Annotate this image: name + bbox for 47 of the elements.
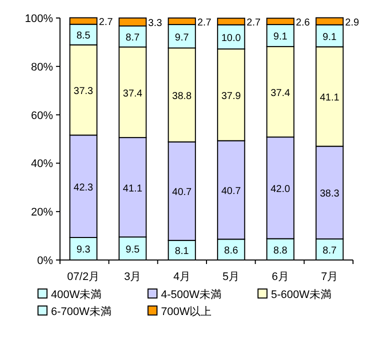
x-tick-label: 4月 <box>173 271 190 283</box>
data-label: 2.7 <box>246 18 262 29</box>
data-label: 37.3 <box>74 86 94 97</box>
y-tick-label: 0% <box>37 255 54 267</box>
data-label: 41.1 <box>122 183 143 194</box>
legend-label: 6-700W未満 <box>51 305 112 318</box>
data-label: 8.8 <box>273 245 288 256</box>
x-tick-label: 6月 <box>272 271 289 283</box>
x-tick-label: 7月 <box>321 271 338 283</box>
data-label: 38.3 <box>320 188 340 200</box>
data-label: 10.0 <box>221 32 242 44</box>
x-tick-label: 5月 <box>222 271 240 283</box>
data-label: 2.7 <box>98 17 114 28</box>
legend-label: 700W以上 <box>161 305 212 318</box>
y-tick-label: 100% <box>24 13 54 25</box>
data-label: 2.6 <box>296 17 310 28</box>
y-tick-label: 80% <box>30 61 54 74</box>
legend-label: 4-500W未満 <box>161 288 222 301</box>
data-label: 37.4 <box>270 88 291 99</box>
data-label: 40.7 <box>221 186 242 197</box>
data-label: 38.8 <box>172 90 192 102</box>
x-tick-label: 3月 <box>124 271 142 283</box>
data-label: 9.1 <box>322 32 337 43</box>
data-label: 9.7 <box>174 32 190 44</box>
data-label: 37.9 <box>221 90 242 102</box>
data-label: 41.1 <box>320 92 340 104</box>
data-label: 9.1 <box>273 32 288 43</box>
y-tick-label: 20% <box>30 206 54 219</box>
data-label: 40.7 <box>172 187 192 198</box>
data-label: 9.3 <box>76 244 91 256</box>
y-tick-label: 60% <box>30 110 54 122</box>
data-label: 8.5 <box>76 30 91 42</box>
data-label: 3.3 <box>148 18 163 29</box>
legend-label: 5-600W未満 <box>271 288 332 301</box>
y-tick-label: 40% <box>30 158 54 170</box>
data-label: 8.7 <box>322 245 337 256</box>
data-label: 8.6 <box>224 246 239 257</box>
data-label: 37.4 <box>122 88 143 100</box>
data-label: 8.1 <box>174 246 190 258</box>
data-label: 2.7 <box>197 17 212 28</box>
x-tick-label: 07/2月 <box>67 271 100 283</box>
data-label: 8.7 <box>126 32 140 44</box>
data-label: 9.5 <box>126 244 140 256</box>
data-label: 42.0 <box>270 184 291 195</box>
data-label: 2.9 <box>345 17 360 28</box>
legend-label: 400W未満 <box>51 288 102 301</box>
data-label: 42.3 <box>74 182 94 194</box>
